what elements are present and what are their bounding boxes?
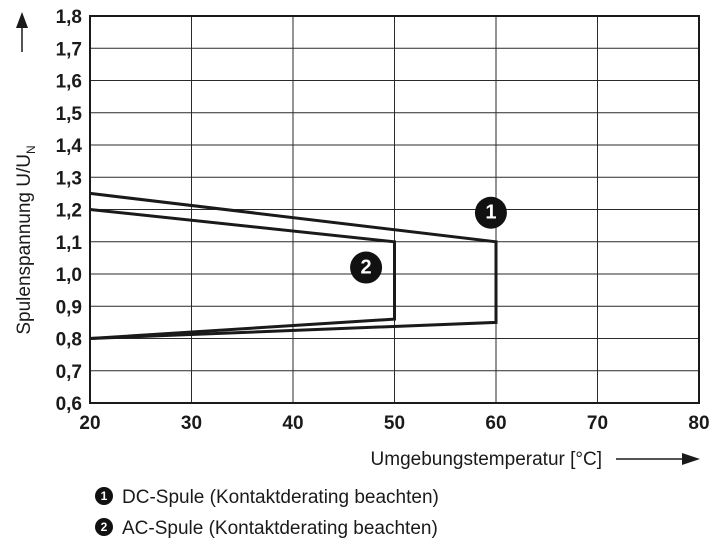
x-tick-label: 70	[587, 413, 608, 434]
x-tick-label: 30	[181, 413, 202, 434]
x-tick-labels: 20 30 40 50 60 70 80	[79, 413, 709, 434]
y-tick-label: 1,2	[56, 201, 82, 222]
legend-text-2: AC-Spule (Kontaktderating beachten)	[122, 518, 438, 539]
y-tick-label: 1,8	[56, 7, 82, 28]
series-marker-circle	[350, 251, 383, 284]
series-markers: 12	[350, 196, 507, 284]
y-axis-title-main: Spulenspannung U/U	[14, 154, 35, 335]
y-tick-label: 1,6	[56, 72, 82, 93]
x-axis-title-group: Umgebungstemperatur [°C]	[371, 449, 700, 470]
series-marker-label: 2	[361, 257, 372, 279]
x-axis-arrow-head	[682, 453, 700, 465]
x-tick-label: 20	[79, 413, 100, 434]
y-tick-label: 0,8	[56, 330, 82, 351]
series-marker-1: 1	[474, 196, 507, 229]
plot-frame	[89, 15, 700, 404]
legend: 1 DC-Spule (Kontaktderating beachten) 2 …	[95, 487, 439, 539]
y-tick-label: 1,5	[56, 104, 83, 125]
y-tick-labels: 0,6 0,7 0,8 0,9 1,0 1,1 1,2 1,3 1,4 1,5 1,6 1,7 1,8	[56, 7, 83, 415]
legend-marker-2	[95, 518, 113, 536]
y-tick-label: 0,9	[56, 297, 82, 318]
legend-marker-1-label: 1	[101, 489, 108, 503]
legend-marker-1	[95, 487, 113, 505]
grid	[89, 15, 700, 404]
legend-text-1: DC-Spule (Kontaktderating beachten)	[122, 487, 439, 508]
legend-item-1: 1 DC-Spule (Kontaktderating beachten)	[95, 487, 439, 508]
legend-marker-2-label: 2	[101, 520, 108, 534]
y-axis-title-sub: N	[24, 145, 38, 154]
x-tick-label: 50	[384, 413, 405, 434]
x-tick-label: 60	[485, 413, 506, 434]
x-tick-label: 80	[688, 413, 709, 434]
y-tick-label: 0,7	[56, 362, 82, 383]
y-tick-label: 1,0	[56, 265, 82, 286]
y-tick-label: 0,6	[56, 394, 82, 415]
y-axis-arrow-head	[16, 12, 28, 28]
series-marker-circle	[474, 196, 507, 229]
y-tick-label: 1,3	[56, 168, 82, 189]
series-line-1	[89, 191, 498, 340]
series-layer	[89, 191, 498, 340]
x-axis-title: Umgebungstemperatur [°C]	[371, 449, 602, 470]
y-axis-title: Spulenspannung U/UN	[14, 145, 38, 334]
y-tick-label: 1,7	[56, 39, 82, 60]
series-marker-2: 2	[350, 251, 383, 284]
y-axis-title-group: Spulenspannung U/UN	[14, 12, 38, 335]
series-marker-label: 1	[485, 202, 496, 224]
y-tick-label: 1,1	[56, 233, 83, 254]
series-line-2	[89, 208, 396, 340]
y-tick-label: 1,4	[56, 136, 83, 157]
x-tick-label: 40	[282, 413, 303, 434]
legend-item-2: 2 AC-Spule (Kontaktderating beachten)	[95, 518, 438, 539]
